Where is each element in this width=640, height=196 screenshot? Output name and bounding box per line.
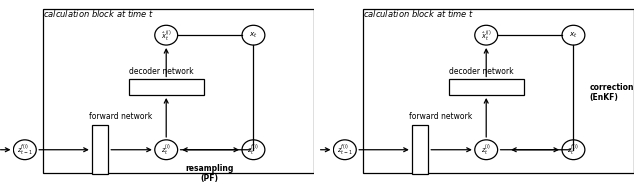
Text: $z_{t-1}^{f(i)}$: $z_{t-1}^{f(i)}$ [17, 142, 33, 157]
Circle shape [155, 140, 178, 160]
Circle shape [13, 140, 36, 160]
Text: $z_t^{f(i)}$: $z_t^{f(i)}$ [248, 142, 259, 157]
Circle shape [242, 140, 265, 160]
Circle shape [562, 140, 585, 160]
Circle shape [562, 25, 585, 45]
Text: forward network: forward network [89, 112, 152, 121]
Text: $\hat{x}_t^{(i)}$: $\hat{x}_t^{(i)}$ [161, 28, 172, 43]
Text: $z_t^{f(i)}$: $z_t^{f(i)}$ [568, 142, 579, 157]
Text: decoder network: decoder network [449, 67, 513, 76]
Text: $x_t$: $x_t$ [249, 31, 258, 40]
Circle shape [475, 25, 498, 45]
Text: $x_t$: $x_t$ [569, 31, 578, 40]
Text: $z_t^{(i)}$: $z_t^{(i)}$ [481, 142, 492, 157]
Text: $\hat{x}_t^{(i)}$: $\hat{x}_t^{(i)}$ [481, 28, 492, 43]
Text: correction
(EnKF): correction (EnKF) [589, 83, 634, 102]
Circle shape [155, 25, 178, 45]
Text: $z_t^{(i)}$: $z_t^{(i)}$ [161, 142, 172, 157]
Circle shape [475, 140, 498, 160]
Bar [449, 79, 524, 95]
Bar [92, 125, 108, 174]
Text: decoder network: decoder network [129, 67, 193, 76]
Text: $z_{t-1}^{f(i)}$: $z_{t-1}^{f(i)}$ [337, 142, 353, 157]
Text: calculation block at time $t$: calculation block at time $t$ [43, 8, 154, 19]
Bar [412, 125, 428, 174]
Circle shape [242, 25, 265, 45]
Circle shape [333, 140, 356, 160]
Bar [129, 79, 204, 95]
Text: calculation block at time $t$: calculation block at time $t$ [363, 8, 474, 19]
Text: forward network: forward network [409, 112, 472, 121]
Text: resampling
(PF): resampling (PF) [186, 163, 234, 183]
